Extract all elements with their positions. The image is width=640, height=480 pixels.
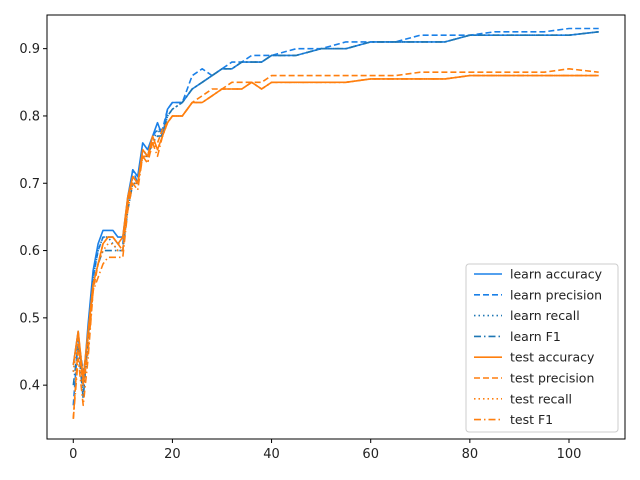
legend-label: test recall [510,391,572,406]
x-tick-label: 80 [462,447,479,462]
axes-frame [46,14,626,440]
series-line-learn-f1 [72,31,599,400]
x-axis: 0 20 40 60 80 100 [69,439,581,462]
legend-label: learn F1 [510,329,561,344]
legend-label: learn recall [510,308,580,323]
y-tick-label: 0.5 [19,311,40,326]
legend: learn accuracy learn precision learn recal… [465,263,619,433]
x-tick-label: 20 [164,447,181,462]
y-tick-label: 0.7 [19,177,40,192]
x-tick-label: 100 [557,447,582,462]
x-tick-label: 60 [362,447,379,462]
y-tick-label: 0.9 [19,42,40,57]
plot-lines [72,27,599,419]
x-tick-label: 40 [263,447,280,462]
series-line-test-f1 [72,74,599,419]
legend-label: test accuracy [510,350,595,365]
legend-label: test F1 [510,412,553,427]
x-tick-label: 0 [69,447,77,462]
y-tick-label: 0.6 [19,244,40,259]
legend-label: learn accuracy [510,267,603,282]
y-tick-label: 0.8 [19,109,40,124]
legend-label: learn precision [510,287,602,302]
legend-label: test precision [510,371,594,386]
series-line-learn-accuracy [72,31,599,387]
y-tick-label: 0.4 [19,379,40,394]
legend-box [465,263,619,433]
y-axis: 0.4 0.5 0.6 0.7 0.8 0.9 [19,42,47,394]
